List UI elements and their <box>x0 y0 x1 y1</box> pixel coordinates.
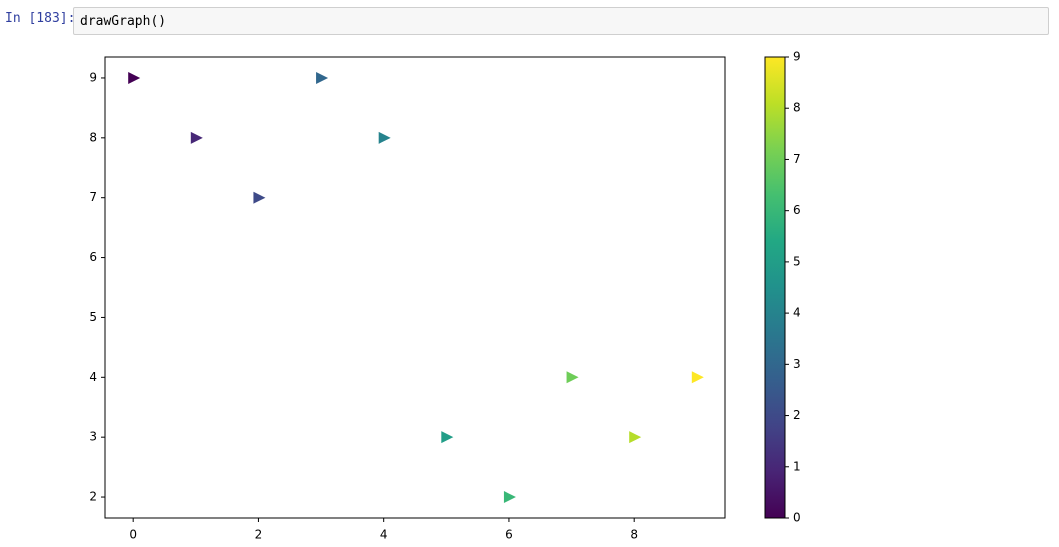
colorbar-tick-label: 7 <box>793 152 801 166</box>
y-tick-label: 7 <box>89 190 97 204</box>
cell-prompt: In [183]: <box>5 11 76 26</box>
code-input[interactable]: drawGraph() <box>73 7 1049 35</box>
marker <box>378 131 391 144</box>
colorbar-tick-label: 6 <box>793 203 801 217</box>
marker <box>441 431 454 444</box>
colorbar-tick-label: 9 <box>793 50 801 64</box>
marker <box>316 71 329 84</box>
y-tick-label: 9 <box>89 70 97 84</box>
y-tick-label: 3 <box>89 430 97 444</box>
marker <box>253 191 266 204</box>
x-tick-label: 8 <box>630 528 638 542</box>
x-tick-label: 0 <box>129 528 137 542</box>
colorbar-tick-label: 2 <box>793 408 801 422</box>
x-tick-label: 2 <box>255 528 263 542</box>
colorbar-tick-label: 3 <box>793 357 801 371</box>
colorbar-tick-label: 5 <box>793 254 801 268</box>
colorbar-tick-label: 1 <box>793 459 801 473</box>
marker <box>691 371 704 384</box>
colorbar <box>764 56 786 519</box>
x-tick-label: 4 <box>380 528 388 542</box>
marker <box>566 371 579 384</box>
y-tick-label: 2 <box>89 490 97 504</box>
y-tick-label: 8 <box>89 130 97 144</box>
marker <box>128 71 141 84</box>
colorbar-tick-label: 8 <box>793 101 801 115</box>
x-tick-label: 6 <box>505 528 513 542</box>
y-tick-label: 6 <box>89 250 97 264</box>
plot-frame <box>104 56 726 519</box>
colorbar-tick-label: 4 <box>793 306 801 320</box>
marker <box>629 431 642 444</box>
y-tick-label: 4 <box>89 370 97 384</box>
marker <box>190 131 203 144</box>
marker <box>503 491 516 504</box>
y-tick-label: 5 <box>89 310 97 324</box>
colorbar-tick-label: 0 <box>793 511 801 525</box>
